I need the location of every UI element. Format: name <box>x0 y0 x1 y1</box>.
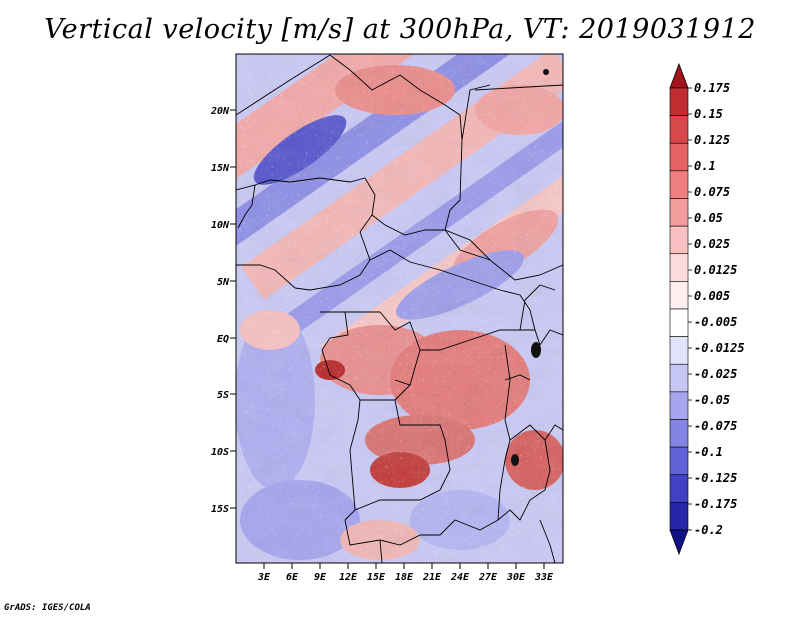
colorbar-label: 0.05 <box>694 211 723 225</box>
lon-tick-label: 33E <box>534 572 554 583</box>
colorbar-label: -0.075 <box>694 419 737 433</box>
colorbar-label: -0.125 <box>694 471 737 485</box>
colorbar-arrow-bottom <box>669 529 689 556</box>
colorbar-box <box>669 225 689 255</box>
lakes <box>511 69 549 466</box>
lon-tick-label: 6E <box>286 572 299 583</box>
lon-tick-label: 24E <box>450 572 470 583</box>
lat-tick-label: 5S <box>217 390 229 401</box>
colorbar-label: 0.1 <box>694 159 716 173</box>
lon-tick-label: 18E <box>395 572 414 583</box>
colorbar-box <box>669 142 689 172</box>
colorbar-label: 0.15 <box>694 107 723 121</box>
colorbar-box <box>669 115 689 144</box>
velocity-field <box>236 54 563 563</box>
colorbar-box <box>669 253 689 282</box>
colorbar-box <box>669 308 689 337</box>
colorbar-label: -0.005 <box>694 315 737 329</box>
lat-tick-label: 10N <box>211 220 230 231</box>
lon-tick-label: 12E <box>339 572 358 583</box>
lon-tick-label: 30E <box>506 572 526 583</box>
lat-tick-label: EQ <box>217 334 229 345</box>
colorbar-label: 0.0125 <box>694 263 737 277</box>
colorbar-label: 0.125 <box>694 133 730 147</box>
map-frame <box>235 53 564 564</box>
colorbar-label: -0.0125 <box>694 341 745 355</box>
colorbar-box <box>669 281 689 310</box>
colorbar-label: -0.175 <box>694 497 737 511</box>
colorbar-label: 0.005 <box>694 289 730 303</box>
colorbar-box <box>669 391 689 420</box>
country-borders <box>236 54 563 563</box>
colorbar-box <box>669 336 689 365</box>
colorbar-label: -0.025 <box>694 367 737 381</box>
colorbar-box <box>669 474 689 503</box>
colorbar-arrow-top <box>669 62 689 89</box>
longitude-axis: 3E 6E 9E 12E 15E 18E 21E 24E 27E 30E 33E <box>257 563 554 583</box>
lat-tick-label: 15N <box>211 163 230 174</box>
colorbar-box <box>669 419 689 448</box>
colorbar-label: -0.05 <box>694 393 730 407</box>
colorbar-box <box>669 363 689 393</box>
colorbar-label: -0.2 <box>694 523 723 537</box>
colorbar-box <box>669 446 689 476</box>
chart-title: Vertical velocity [m/s] at 300hPa, VT: 2… <box>44 14 756 45</box>
colorbar-box <box>669 87 689 116</box>
colorbar-label: 0.175 <box>694 81 730 95</box>
colorbar-box <box>669 198 689 227</box>
lon-tick-label: 21E <box>422 572 442 583</box>
colorbar: 0.175 0.15 0.125 0.1 0.075 0.05 0.025 0.0125 0.0… <box>669 62 745 556</box>
lon-tick-label: 3E <box>257 572 271 583</box>
lat-tick-label: 15S <box>211 504 229 515</box>
lat-tick-label: 5N <box>217 277 230 288</box>
colorbar-label: -0.1 <box>694 445 723 459</box>
lon-tick-label: 27E <box>478 572 498 583</box>
lat-tick-label: 20N <box>210 106 230 117</box>
colorbar-label: 0.075 <box>694 185 730 199</box>
latitude-axis: 20N 15N 10N 5N EQ 5S 10S 15S <box>210 106 236 515</box>
lat-tick-label: 10S <box>211 447 229 458</box>
colorbar-label: 0.025 <box>694 237 730 251</box>
lon-tick-label: 9E <box>314 572 327 583</box>
lon-tick-label: 15E <box>367 572 386 583</box>
credit-text: GrADS: IGES/COLA <box>4 603 91 613</box>
colorbar-box <box>669 170 689 199</box>
colorbar-box <box>669 502 689 531</box>
